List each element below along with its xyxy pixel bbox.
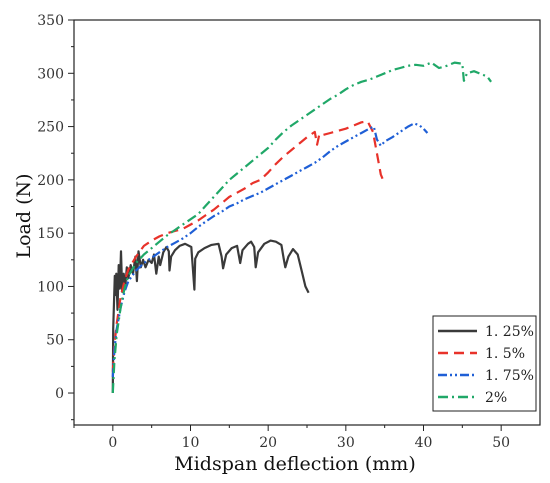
x-tick-label: 30 [337, 435, 355, 451]
x-tick-label: 40 [415, 435, 433, 451]
series-line-3 [111, 122, 429, 378]
legend-label-3: 1. 75% [485, 368, 534, 384]
legend: 1. 25% 1. 5% 1. 75% 2% [432, 315, 537, 412]
x-tick-label: 0 [108, 435, 117, 451]
x-tick-label: 10 [182, 435, 200, 451]
axis-ticks: 0 10 20 30 40 50 0 50 100 150 200 250 300 350 [37, 13, 510, 451]
y-tick-label: 150 [37, 226, 64, 242]
data-series [111, 61, 492, 394]
y-axis-title: Load (N) [13, 173, 35, 258]
x-axis-title: Midspan deflection (mm) [174, 453, 415, 475]
legend-label-4: 2% [485, 390, 507, 406]
y-tick-label: 50 [46, 333, 64, 349]
y-tick-label: 250 [37, 120, 64, 136]
series-line-2 [111, 120, 385, 372]
x-tick-label: 50 [492, 435, 510, 451]
y-tick-label: 200 [37, 173, 64, 189]
legend-label-1: 1. 25% [485, 324, 534, 340]
x-tick-label: 20 [259, 435, 277, 451]
y-tick-label: 100 [37, 279, 64, 295]
series-line-1 [111, 239, 310, 394]
y-tick-label: 300 [37, 66, 64, 82]
y-tick-label: 0 [55, 386, 64, 402]
legend-label-2: 1. 5% [485, 346, 525, 362]
y-tick-label: 350 [37, 13, 64, 29]
series-line-4 [111, 61, 492, 394]
